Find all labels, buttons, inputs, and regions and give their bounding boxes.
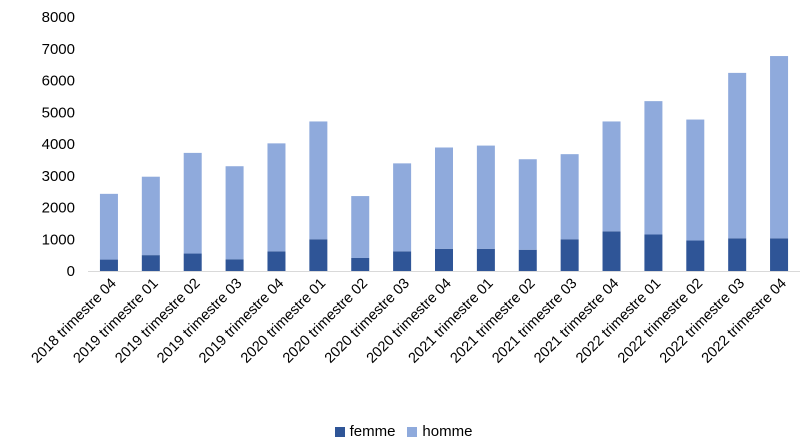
bar-femme <box>602 231 621 271</box>
bar-homme <box>141 176 160 256</box>
bar-femme <box>560 239 579 271</box>
bar-femme <box>225 259 244 271</box>
y-tick-label: 1000 <box>42 231 75 248</box>
bar-femme <box>644 234 663 271</box>
y-tick-label: 4000 <box>42 136 75 153</box>
y-axis: 0 1000 2000 3000 4000 5000 6000 7000 8000 <box>42 9 75 280</box>
bar-homme <box>476 145 495 249</box>
bar-homme <box>644 101 663 235</box>
y-tick-label: 6000 <box>42 73 75 90</box>
bar-homme <box>602 121 621 232</box>
bar-femme <box>183 253 202 271</box>
bars <box>99 56 789 271</box>
bar-homme <box>351 196 370 258</box>
bar-homme <box>770 56 789 239</box>
bar-femme <box>686 240 705 271</box>
bar-femme <box>141 255 160 271</box>
bar-homme <box>309 121 328 240</box>
y-tick-label: 5000 <box>42 104 75 121</box>
y-tick-label: 0 <box>67 263 75 280</box>
bar-femme <box>351 257 370 271</box>
bar-homme <box>686 119 705 241</box>
legend: femme homme <box>0 423 807 440</box>
bar-femme <box>518 249 537 271</box>
bar-femme <box>435 248 453 271</box>
y-tick-label: 7000 <box>42 41 75 58</box>
bar-femme <box>770 238 789 271</box>
bar-femme <box>267 251 286 271</box>
legend-swatch-homme <box>407 426 418 437</box>
legend-label-femme: femme <box>349 423 396 440</box>
y-tick-label: 8000 <box>42 9 75 26</box>
bar-femme <box>309 239 328 271</box>
bar-homme <box>183 152 202 254</box>
bar-femme <box>476 248 495 271</box>
y-tick-label: 2000 <box>42 200 75 217</box>
stacked-bar-chart: 0 1000 2000 3000 4000 5000 6000 7000 8000 2018 t… <box>29 9 800 367</box>
bar-homme <box>267 143 286 252</box>
legend-item-femme: femme <box>334 423 396 440</box>
bar-homme <box>518 159 537 250</box>
legend-item-homme: homme <box>407 423 472 440</box>
bar-femme <box>99 259 118 271</box>
bar-homme <box>435 147 453 249</box>
bar-femme <box>728 238 747 271</box>
legend-label-homme: homme <box>422 423 473 440</box>
legend-swatch-femme <box>334 426 345 437</box>
bar-homme <box>99 193 118 260</box>
bar-homme <box>225 166 244 260</box>
y-tick-label: 3000 <box>42 168 75 185</box>
bar-homme <box>728 72 747 239</box>
bar-femme <box>393 251 412 271</box>
bar-homme <box>560 154 579 240</box>
bar-homme <box>393 163 412 252</box>
